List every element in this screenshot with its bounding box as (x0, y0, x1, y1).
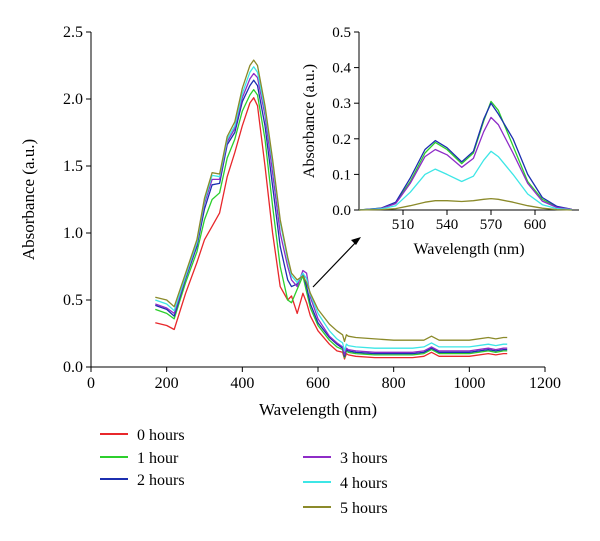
y-tick-label: 1.0 (63, 225, 83, 242)
legend-label: 5 hours (340, 500, 388, 517)
y-tick-label: 1.5 (63, 158, 83, 175)
y-tick-label: 2.0 (63, 91, 83, 108)
legend-label: 4 hours (340, 475, 388, 492)
y-axis-title: Absorbance (a.u.) (19, 139, 38, 260)
series-line-0-hours (155, 97, 508, 360)
series-line-1-hour (358, 100, 572, 211)
x-tick-label: 800 (382, 375, 406, 392)
series-line-3-hours (155, 72, 508, 356)
series-line-2-hours (155, 79, 508, 357)
y-tick-label: 0.3 (332, 96, 351, 112)
series-line-5-hours (358, 197, 572, 211)
y-tick-label: 0.5 (63, 292, 83, 309)
series-line-2-hours (358, 102, 572, 211)
x-tick-label: 570 (480, 217, 503, 233)
series-line-4-hours (155, 66, 508, 352)
x-tick-label: 540 (436, 217, 459, 233)
x-tick-label: 510 (392, 217, 415, 233)
x-tick-label: 1000 (453, 375, 485, 392)
series-line-5-hours (155, 59, 508, 343)
x-tick-label: 200 (155, 375, 179, 392)
x-tick-label: 600 (306, 375, 330, 392)
inset-plot: 510 540 570 600 0.0 0.1 0.2 0.3 0.4 0.5 Wavelength… (301, 25, 579, 258)
legend-label: 0 hours (137, 427, 185, 444)
x-axis-title: Wavelength (nm) (259, 400, 377, 419)
main-plot: 0 200 400 600 800 1000 1200 0.0 0.5 1.0 1.5 2.0 2.5 W… (19, 24, 561, 419)
legend-label: 1 hour (137, 450, 179, 467)
y-tick-label: 2.5 (63, 24, 83, 41)
y-axis-title: Absorbance (a.u.) (301, 64, 318, 178)
y-tick-label: 0.0 (332, 203, 351, 219)
x-tick-label: 0 (87, 375, 95, 392)
series-line-3-hours (358, 116, 572, 211)
y-tick-label: 0.2 (332, 132, 351, 148)
series-line-4-hours (358, 150, 572, 211)
x-tick-label: 400 (230, 375, 254, 392)
y-tick-label: 0.1 (332, 167, 351, 183)
x-tick-label: 600 (524, 217, 547, 233)
x-tick-label: 1200 (529, 375, 561, 392)
legend-label: 3 hours (340, 450, 388, 467)
series-line-1-hour (155, 88, 508, 359)
y-tick-label: 0.4 (332, 61, 351, 77)
inset-pointer-arrow (312, 237, 361, 288)
x-axis-title: Wavelength (nm) (413, 241, 524, 258)
legend: 0 hours 1 hour 2 hours 3 hours 4 hours 5 hour… (100, 427, 388, 517)
y-tick-label: 0.0 (63, 359, 83, 376)
legend-label: 2 hours (137, 472, 185, 489)
y-tick-label: 0.5 (332, 25, 351, 41)
